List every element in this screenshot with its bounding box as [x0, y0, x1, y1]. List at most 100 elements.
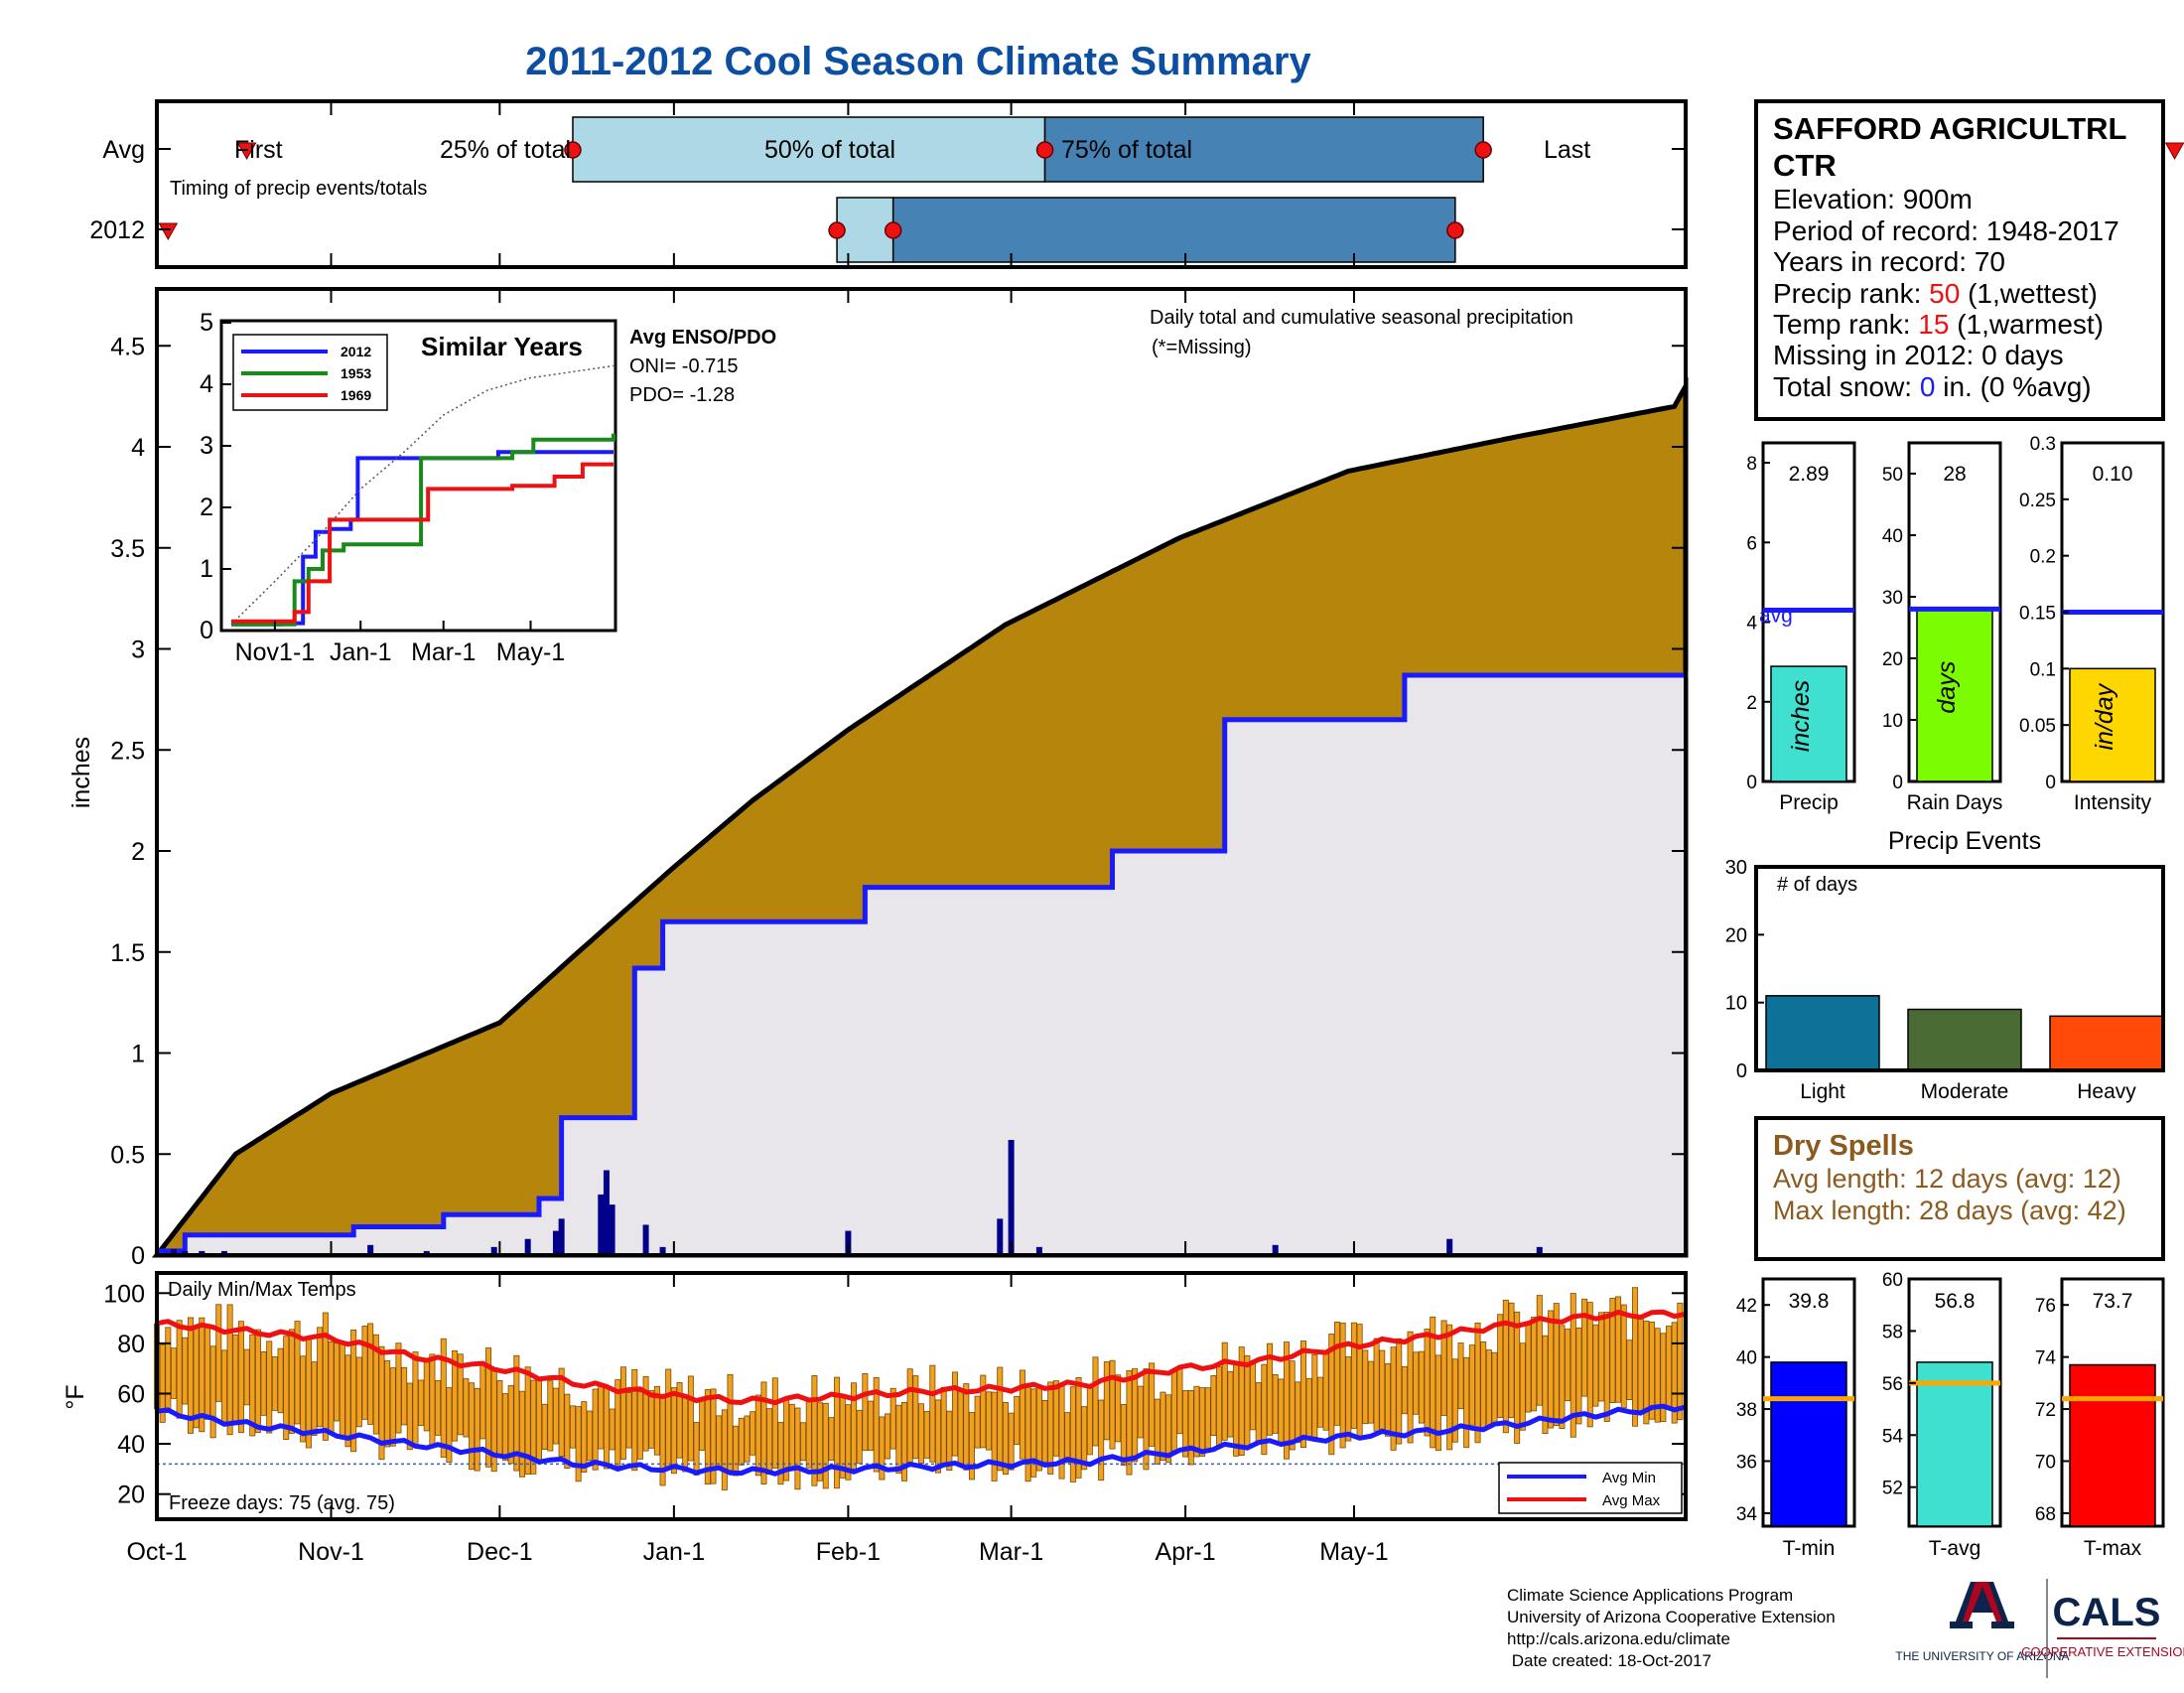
daily-temp-bar — [401, 1366, 408, 1426]
daily-temp-bar — [1024, 1384, 1031, 1482]
daily-temp-bar — [1132, 1368, 1139, 1463]
temp-summary-y-tick-label: 54 — [1882, 1426, 1904, 1447]
daily-temp-bar — [1463, 1356, 1470, 1449]
daily-temp-bar — [851, 1382, 858, 1470]
daily-temp-bar — [1660, 1333, 1667, 1423]
freeze-days: Freeze days: 75 (avg. 75) — [169, 1492, 395, 1514]
temp-y-tick-label: 60 — [117, 1381, 145, 1409]
daily-temp-bar — [687, 1375, 694, 1462]
summary-y-tick-label: 8 — [1746, 454, 1757, 475]
summary-y-tick-label: 50 — [1882, 465, 1903, 486]
daily-temp-bar — [1339, 1323, 1346, 1449]
events-y-tick-label: 20 — [1725, 924, 1747, 946]
timing-bars — [158, 116, 2184, 263]
daily-temp-bar — [558, 1367, 565, 1457]
daily-temp-bar — [339, 1342, 345, 1439]
daily-temp-bar — [1278, 1378, 1285, 1445]
daily-temp-bar — [777, 1422, 784, 1485]
dry-spells-avg: Avg length: 12 days (avg: 12) — [1773, 1164, 2121, 1194]
inset-y-tick-label: 2 — [200, 494, 213, 521]
daily-temp-bar — [1098, 1399, 1105, 1481]
cals-logo-text: CALS — [2053, 1591, 2161, 1634]
inset-legend-label: 2012 — [341, 344, 371, 359]
temp-summary-y-tick-label: 72 — [2035, 1400, 2056, 1421]
precip-event-label: Moderate — [1921, 1080, 2009, 1103]
daily-temp-bar — [485, 1347, 492, 1468]
precip-y-axis-label: inches — [68, 737, 95, 808]
precip-y-tick-label: 0.5 — [110, 1141, 145, 1169]
daily-temp-bar — [1233, 1364, 1240, 1457]
daily-temp-bar — [1289, 1360, 1296, 1451]
timing-p75-label: 75% of total — [1061, 136, 1192, 164]
daily-temp-bar — [699, 1399, 706, 1451]
daily-temp-bar — [862, 1373, 869, 1452]
daily-temp-bar — [1284, 1341, 1291, 1460]
daily-temp-bar — [1154, 1398, 1160, 1465]
temperature-y-axis-label: °F — [62, 1384, 89, 1409]
timing-avg-25-marker — [564, 141, 582, 159]
precip-events-inner-label: # of days — [1777, 874, 1857, 896]
daily-precip-bar — [598, 1194, 605, 1255]
daily-temp-bar — [1221, 1341, 1228, 1441]
avg-max-line — [156, 1309, 1687, 1406]
daily-temp-bar — [750, 1411, 756, 1456]
daily-temp-bar — [552, 1387, 559, 1445]
temp-summary-label: T-min — [1783, 1537, 1836, 1560]
daily-temp-bar — [496, 1380, 503, 1456]
daily-temp-bar — [1401, 1365, 1408, 1415]
daily-temp-bar — [586, 1410, 593, 1462]
summary-unit: in/day — [2091, 682, 2118, 750]
daily-temp-bar — [1474, 1322, 1481, 1444]
daily-temp-bar — [1204, 1387, 1211, 1453]
daily-precip-bar — [1272, 1244, 1279, 1255]
daily-temp-bar — [209, 1345, 216, 1439]
timing-p50-label: 50% of total — [764, 136, 895, 164]
daily-temp-bar — [1210, 1374, 1217, 1437]
daily-temp-bar — [592, 1388, 599, 1471]
station-info-box: SAFFORD AGRICULTRL CTR Elevation: 900m P… — [1754, 99, 2165, 421]
temp-summary-value: 39.8 — [1789, 1290, 1830, 1313]
daily-temp-bar — [519, 1390, 526, 1478]
daily-temp-bar — [1480, 1341, 1487, 1429]
timing-avg-q1-box — [572, 116, 1046, 183]
station-name-1: SAFFORD AGRICULTRL — [1773, 111, 2126, 146]
daily-temp-bar — [435, 1379, 442, 1436]
summary-bar-Intensity — [2069, 667, 2156, 782]
summary-y-tick-label: 0.15 — [2019, 604, 2056, 625]
daily-temp-bar — [1333, 1321, 1340, 1426]
daily-temp-bar — [1430, 1316, 1436, 1449]
daily-precip-bar — [1536, 1246, 1543, 1255]
daily-precip-bar — [609, 1204, 615, 1255]
daily-temp-bar — [625, 1391, 632, 1449]
daily-temp-bar — [805, 1400, 812, 1469]
daily-temp-bar — [839, 1393, 846, 1479]
precip-event-bar-heavy — [2049, 1015, 2164, 1071]
daily-temp-bar — [1413, 1351, 1420, 1415]
daily-temp-bar — [1014, 1395, 1021, 1446]
daily-temp-bar — [1316, 1376, 1323, 1428]
timing-p25-label: 25% of total — [440, 136, 571, 164]
dry-spells-max: Max length: 28 days (avg: 42) — [1773, 1196, 2126, 1225]
daily-temp-bar — [322, 1312, 329, 1441]
daily-temp-bar — [176, 1320, 183, 1419]
summary-label: Rain Days — [1907, 791, 2003, 814]
footer-line-4: Date created: 18-Oct-2017 — [1507, 1651, 1711, 1670]
daily-temp-bar — [985, 1391, 992, 1451]
daily-precip-bar — [1446, 1238, 1453, 1255]
daily-precip-bar — [552, 1230, 559, 1255]
daily-temp-bar — [536, 1376, 543, 1464]
daily-temp-bar — [1176, 1366, 1183, 1435]
avg-min-line — [156, 1403, 1687, 1477]
university-of-arizona-logo: THE UNIVERSITY OF ARIZONA — [1895, 1582, 2070, 1663]
temp-summary-y-tick-label: 68 — [2035, 1504, 2056, 1525]
inset-y-tick-label: 5 — [200, 309, 213, 337]
daily-temp-bar — [1615, 1296, 1622, 1403]
month-tick-label: Jan-1 — [643, 1538, 706, 1566]
precip-y-tick-label: 1.5 — [110, 939, 145, 967]
seasonal-summary-bars: 2.89 Precip inches 0 2 4 6 8 avg 28 Rain Days days 0… — [1746, 434, 2165, 814]
daily-temp-bar — [1542, 1335, 1549, 1435]
temp-summary-y-tick-label: 60 — [1882, 1270, 1903, 1291]
daily-temp-bar — [1553, 1303, 1560, 1426]
month-tick-label: Mar-1 — [979, 1538, 1043, 1566]
daily-temp-bar — [1446, 1324, 1453, 1451]
